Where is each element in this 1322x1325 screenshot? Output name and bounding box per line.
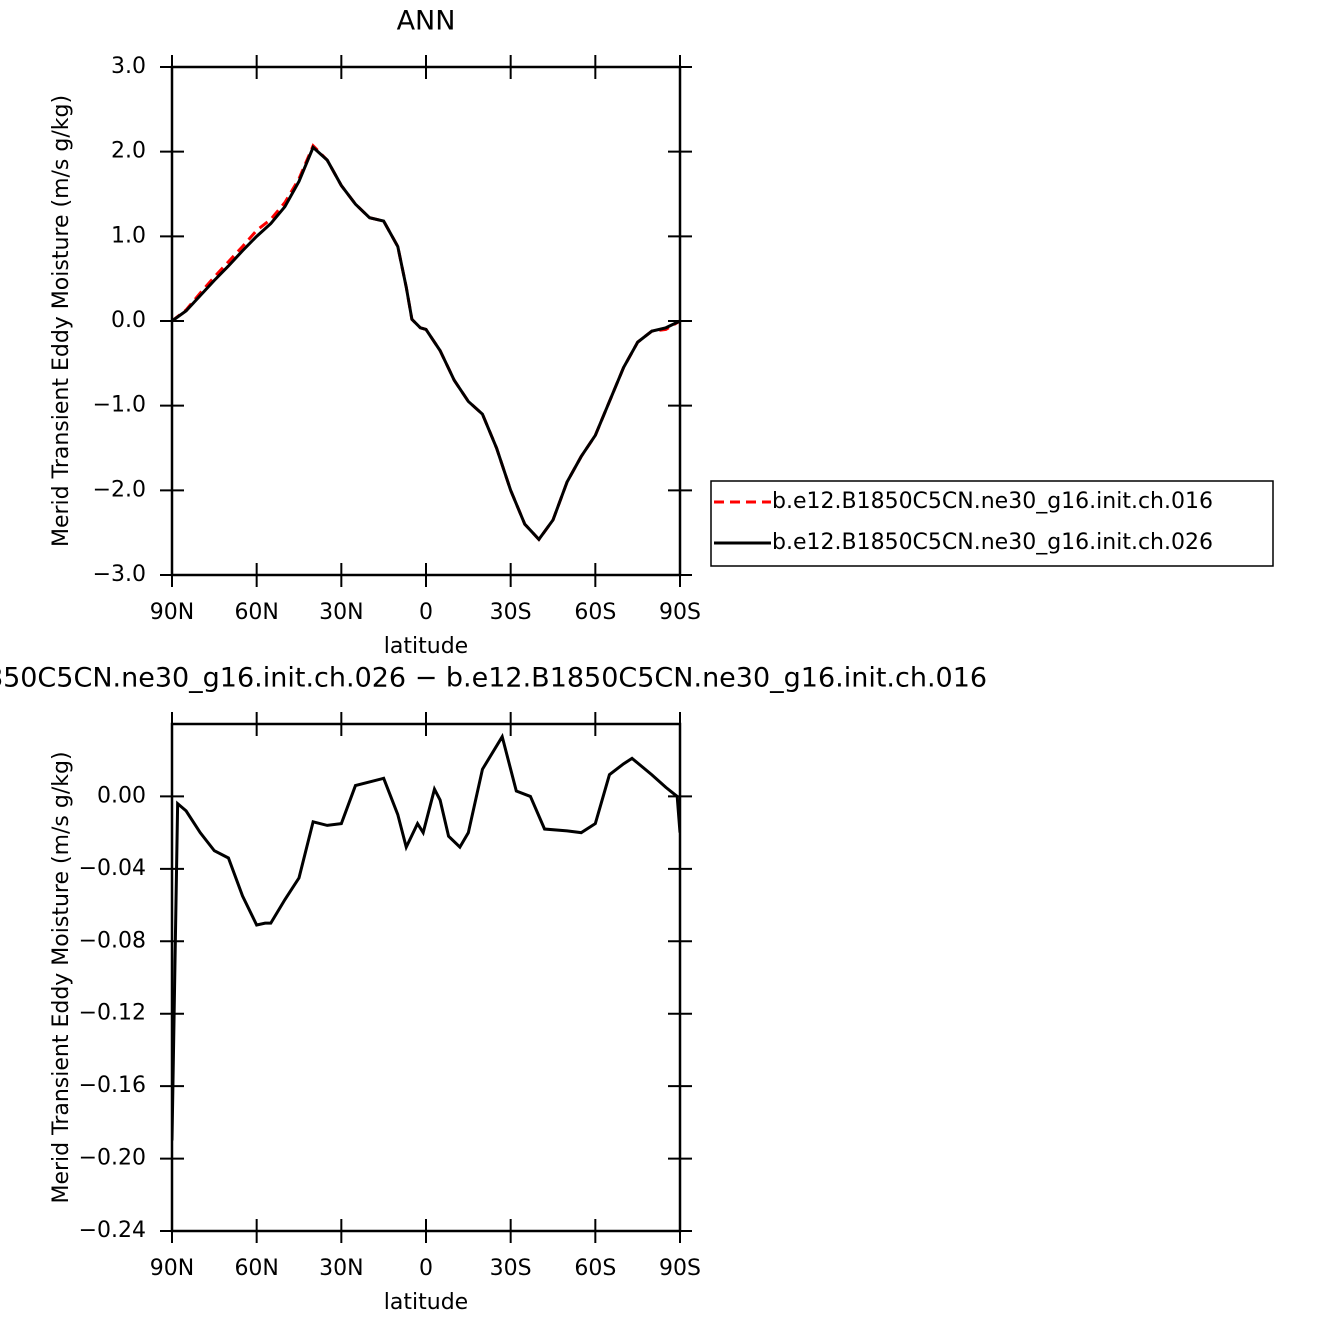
x-tick-label: 30N xyxy=(319,1256,363,1281)
series-line xyxy=(172,143,680,542)
y-tick-label: −0.16 xyxy=(79,1073,146,1098)
y-axis-label: Merid Transient Eddy Moisture (m/s g/kg) xyxy=(49,751,74,1203)
x-tick-label: 60S xyxy=(574,600,616,625)
y-tick-label: 0.0 xyxy=(111,308,146,333)
legend-label: b.e12.B1850C5CN.ne30_g16.init.ch.026 xyxy=(772,530,1213,555)
x-axis-label: latitude xyxy=(384,1290,468,1315)
y-tick-label: −2.0 xyxy=(93,477,146,502)
x-tick-label: 30S xyxy=(490,1256,532,1281)
y-tick-label: −3.0 xyxy=(93,562,146,587)
series-line xyxy=(172,732,680,1141)
legend-label: b.e12.B1850C5CN.ne30_g16.init.ch.016 xyxy=(772,489,1213,514)
x-tick-label: 0 xyxy=(419,600,433,625)
y-axis-label: Merid Transient Eddy Moisture (m/s g/kg) xyxy=(49,95,74,547)
y-tick-label: −0.24 xyxy=(79,1218,146,1243)
y-tick-label: 3.0 xyxy=(111,54,146,79)
x-tick-label: 90S xyxy=(659,600,701,625)
chart-title: ANN xyxy=(397,6,456,37)
y-tick-label: 0.00 xyxy=(97,783,146,808)
plot-frame xyxy=(170,722,682,1233)
x-tick-label: 0 xyxy=(419,1256,433,1281)
x-tick-label: 90S xyxy=(659,1256,701,1281)
x-tick-label: 30S xyxy=(490,600,532,625)
plot-frame xyxy=(170,65,682,577)
y-tick-label: −0.08 xyxy=(79,928,146,953)
chart-title: b.e12.B1850C5CN.ne30_g16.init.ch.026 − b… xyxy=(0,663,987,694)
y-tick-label: −0.20 xyxy=(79,1146,146,1171)
x-tick-label: 60S xyxy=(574,1256,616,1281)
y-tick-label: −1.0 xyxy=(93,393,146,418)
y-tick-label: 2.0 xyxy=(111,139,146,164)
y-tick-label: 1.0 xyxy=(111,223,146,248)
y-tick-label: −0.04 xyxy=(79,856,146,881)
x-tick-label: 60N xyxy=(234,600,278,625)
series-line xyxy=(172,144,680,542)
legend-box xyxy=(710,480,1274,567)
x-tick-label: 90N xyxy=(150,600,194,625)
x-axis-label: latitude xyxy=(384,634,468,659)
x-tick-label: 90N xyxy=(150,1256,194,1281)
y-tick-label: −0.12 xyxy=(79,1001,146,1026)
x-tick-label: 60N xyxy=(234,1256,278,1281)
x-tick-label: 30N xyxy=(319,600,363,625)
